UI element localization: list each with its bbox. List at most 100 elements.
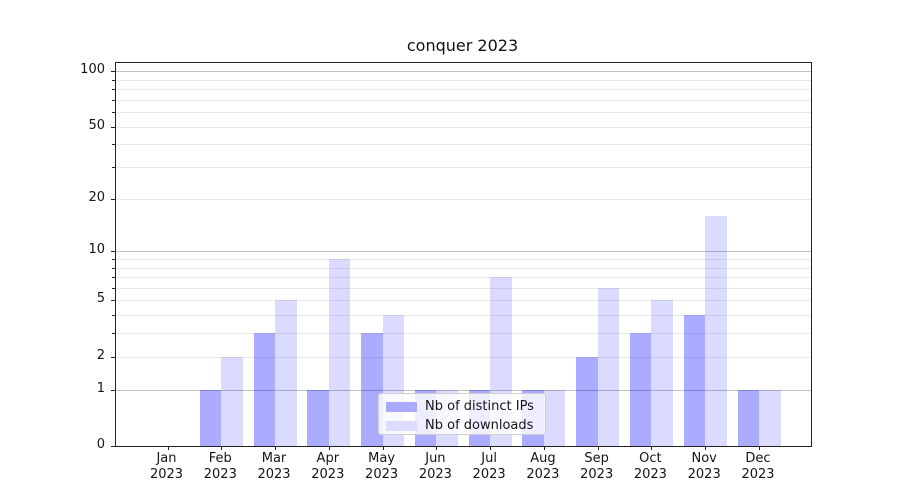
gridline-y-70 xyxy=(116,99,811,101)
bar-downloads-feb xyxy=(221,356,243,446)
x-tick-aug xyxy=(543,446,545,450)
bar-distinct-ips-oct xyxy=(629,333,652,446)
x-tick-label-month: Sep xyxy=(584,451,609,466)
bar-distinct-ips-nov xyxy=(683,315,706,446)
gridline-y-1 xyxy=(116,389,811,391)
y-minor-tick-7 xyxy=(112,277,115,278)
y-minor-tick-4 xyxy=(112,315,115,317)
bar-downloads-sep xyxy=(597,287,620,446)
x-tick-label-month: Nov xyxy=(691,451,717,466)
chart-title: conquer 2023 xyxy=(406,36,519,55)
x-tick-feb xyxy=(221,446,223,450)
x-tick-label-sep: Sep 2023 xyxy=(565,451,629,482)
y-tick-label-10: 10 xyxy=(88,242,105,258)
gridline-y-60 xyxy=(116,112,811,113)
x-tick-label-year: 2023 xyxy=(472,466,506,482)
x-tick-may xyxy=(382,446,384,450)
x-tick-label-year: 2023 xyxy=(203,466,237,482)
x-tick-label-year: 2023 xyxy=(149,466,184,482)
legend-entry-downloads: Nb of downloads xyxy=(386,416,545,435)
bar-distinct-ips-may xyxy=(361,333,383,446)
gridline-y-9 xyxy=(116,258,811,260)
x-tick-label-year: 2023 xyxy=(365,466,399,482)
y-minor-tick-6 xyxy=(112,287,115,289)
x-tick-label-feb: Feb 2023 xyxy=(188,451,252,482)
gridline-y-2 xyxy=(116,356,811,358)
x-tick-label-year: 2023 xyxy=(687,466,721,482)
bar-distinct-ips-dec xyxy=(737,389,759,446)
y-tick-0 xyxy=(111,446,115,447)
x-tick-label-month: Feb xyxy=(208,451,232,466)
x-tick-label-year: 2023 xyxy=(526,466,560,482)
y-minor-tick-70 xyxy=(112,99,115,101)
y-tick-label-50: 50 xyxy=(88,117,105,133)
x-tick-jul xyxy=(490,446,492,450)
x-tick-label-apr: Apr 2023 xyxy=(296,451,360,482)
bar-distinct-ips-apr xyxy=(307,389,329,446)
x-tick-label-may: May 2023 xyxy=(350,451,414,482)
y-tick-label-100: 100 xyxy=(80,62,105,77)
y-minor-tick-9 xyxy=(112,258,115,260)
legend-label-distinct-ips: Nb of distinct IPs xyxy=(425,399,534,414)
x-tick-label-year: 2023 xyxy=(633,466,667,482)
x-tick-label-mar: Mar 2023 xyxy=(242,451,306,482)
x-tick-label-aug: Aug 2023 xyxy=(511,451,575,482)
x-tick-label-year: 2023 xyxy=(418,466,452,482)
gridline-y-6 xyxy=(116,287,811,289)
bar-downloads-aug xyxy=(543,389,566,446)
gridline-y-5 xyxy=(116,300,811,302)
x-tick-oct xyxy=(651,446,653,450)
y-minor-tick-80 xyxy=(112,88,115,90)
y-tick-label-2: 2 xyxy=(96,347,105,363)
y-tick-20 xyxy=(111,198,115,200)
gridline-y-50 xyxy=(116,126,811,128)
y-minor-tick-8 xyxy=(112,267,115,269)
y-tick-1 xyxy=(111,389,115,391)
plot-area xyxy=(111,62,812,450)
bar-downloads-mar xyxy=(275,300,297,446)
legend-swatch-distinct-ips xyxy=(386,401,417,412)
y-tick-label-20: 20 xyxy=(88,189,105,205)
gridline-y-30 xyxy=(116,167,811,168)
bar-distinct-ips-sep xyxy=(576,356,598,446)
y-tick-100 xyxy=(111,71,115,72)
y-tick-label-1: 1 xyxy=(96,380,105,396)
y-tick-label-0: 0 xyxy=(96,437,105,452)
x-tick-label-year: 2023 xyxy=(311,466,345,482)
x-tick-label-month: Jun xyxy=(425,451,446,466)
x-tick-apr xyxy=(328,446,330,450)
y-minor-tick-3 xyxy=(112,333,115,335)
x-tick-jun xyxy=(436,446,438,450)
gridline-y-7 xyxy=(116,277,811,278)
y-minor-tick-60 xyxy=(112,112,115,113)
y-minor-tick-30 xyxy=(112,167,115,168)
legend-entry-distinct-ips: Nb of distinct IPs xyxy=(386,397,545,416)
x-tick-label-jan: Jan 2023 xyxy=(135,451,199,482)
x-tick-label-month: Mar xyxy=(261,451,287,466)
gridline-y-20 xyxy=(116,198,811,200)
x-tick-label-jun: Jun 2023 xyxy=(403,451,467,482)
x-tick-sep xyxy=(597,446,599,450)
x-tick-label-nov: Nov 2023 xyxy=(672,451,736,482)
bar-distinct-ips-mar xyxy=(253,333,275,446)
x-tick-label-month: Aug xyxy=(530,451,556,466)
legend-label-downloads: Nb of downloads xyxy=(425,418,534,433)
x-tick-label-oct: Oct 2023 xyxy=(618,451,682,482)
y-tick-label-5: 5 xyxy=(96,291,105,307)
x-tick-jan xyxy=(167,446,169,450)
gridline-y-4 xyxy=(116,315,811,317)
y-tick-5 xyxy=(111,300,115,302)
x-tick-label-month: Jul xyxy=(481,451,497,466)
y-tick-10 xyxy=(111,251,115,253)
x-tick-label-month: Apr xyxy=(316,451,340,466)
y-tick-2 xyxy=(111,356,115,358)
gridline-y-100 xyxy=(116,71,811,72)
x-tick-label-month: Jan xyxy=(156,451,177,466)
x-tick-label-year: 2023 xyxy=(580,466,614,482)
bar-distinct-ips-feb xyxy=(199,389,222,446)
x-tick-nov xyxy=(705,446,707,450)
x-tick-label-month: Dec xyxy=(745,451,771,466)
gridline-y-8 xyxy=(116,267,811,269)
bar-downloads-oct xyxy=(651,300,673,446)
